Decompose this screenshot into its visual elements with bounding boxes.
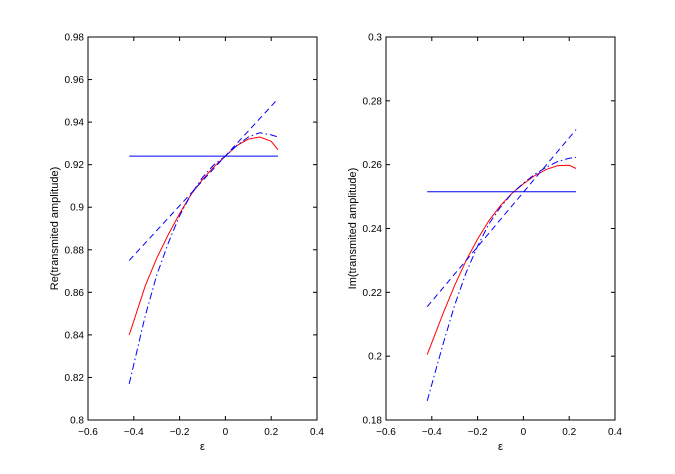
y-tick-label: 0.92 <box>65 160 85 171</box>
series-line-dashdot-2 <box>128 132 279 384</box>
left-panel-re: −0.6 −0.4 −0.2 0 0.2 0.4 0.8 0.82 0.84 0.86 0.88 0.… <box>49 33 324 454</box>
y-tick-label: 0.18 <box>363 416 383 427</box>
y-tick-label: 0.84 <box>65 330 85 341</box>
x-tick-label: −0.4 <box>124 427 144 438</box>
plot-area-frame <box>87 36 318 421</box>
y-tick-label: 0.82 <box>65 373 85 384</box>
y-tick-label: 0.24 <box>363 224 383 235</box>
x-axis-label: ε <box>498 441 503 453</box>
x-tick-label: 0 <box>223 427 229 438</box>
y-tick-label: 0.98 <box>65 33 85 44</box>
y-tick-label: 0.96 <box>65 75 85 86</box>
x-tick-label: −0.2 <box>468 427 488 438</box>
x-tick-label: 0.2 <box>562 427 576 438</box>
y-tick-label: 0.3 <box>368 33 382 44</box>
y-tick-label: 0.9 <box>70 203 84 214</box>
x-tick-label: 0.4 <box>608 427 622 438</box>
right-panel-im: −0.6 −0.4 −0.2 0 0.2 0.4 0.18 0.2 0.22 0.24 0.26 0.… <box>347 33 622 454</box>
y-tick-label: 0.28 <box>363 96 383 107</box>
x-axis-label: ε <box>200 441 205 453</box>
y-tick-label: 0.2 <box>368 352 382 363</box>
y-tick-label: 0.86 <box>65 288 85 299</box>
y-axis-label: Re(transmited amplitude) <box>49 167 61 291</box>
series-line-dashdot-2 <box>426 156 577 401</box>
y-tick-label: 0.88 <box>65 245 85 256</box>
x-tick-label: −0.6 <box>376 427 396 438</box>
x-tick-label: 0.2 <box>264 427 278 438</box>
x-tick-label: −0.6 <box>78 427 98 438</box>
x-tick-label: −0.4 <box>422 427 442 438</box>
series-line-solid-0 <box>128 136 279 336</box>
x-tick-label: 0.4 <box>310 427 324 438</box>
series-line-solid-0 <box>426 164 577 355</box>
series-line-dashed-1 <box>426 129 577 308</box>
plot-area-frame <box>385 36 616 421</box>
series-line-dashed-1 <box>128 98 279 261</box>
y-tick-label: 0.22 <box>363 288 383 299</box>
x-tick-label: 0 <box>521 427 527 438</box>
y-axis-label: Im(transmited amplitude) <box>347 168 359 290</box>
y-tick-label: 0.26 <box>363 160 383 171</box>
y-tick-label: 0.94 <box>65 118 85 129</box>
x-tick-label: −0.2 <box>170 427 190 438</box>
y-tick-label: 0.8 <box>70 416 84 427</box>
